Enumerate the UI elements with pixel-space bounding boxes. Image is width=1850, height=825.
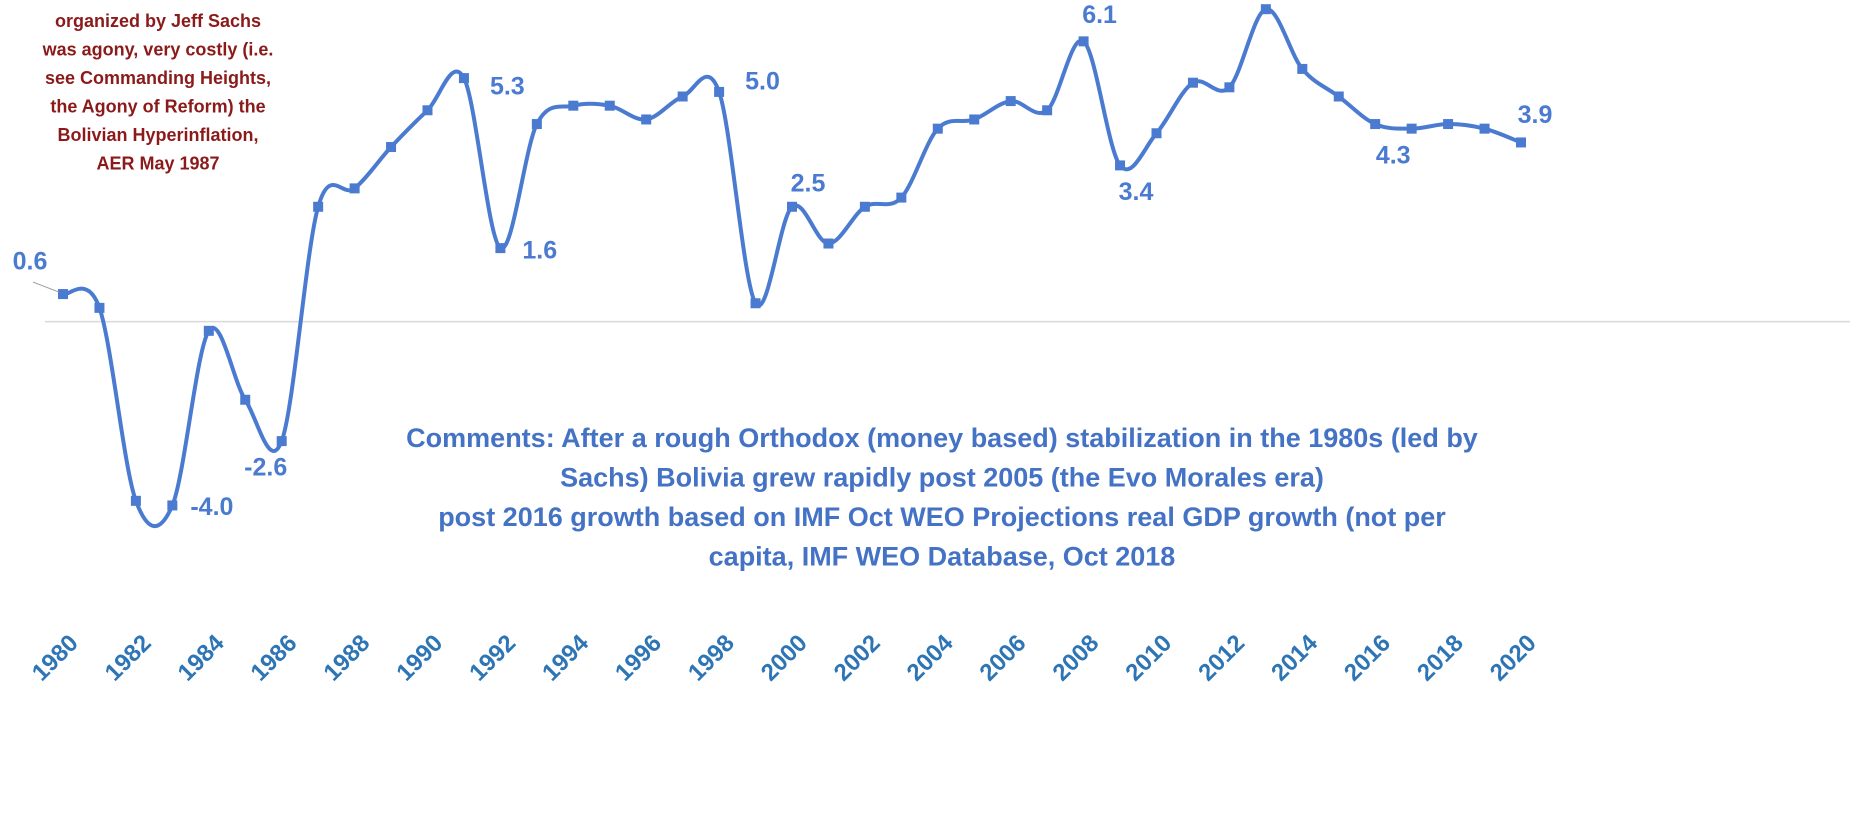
point-marker (240, 394, 251, 405)
point-marker (859, 201, 870, 212)
point-marker (58, 289, 68, 300)
series-line (62, 7, 1522, 529)
data-label: 3.4 (1119, 178, 1154, 206)
point-marker (677, 91, 688, 102)
annotation: organized by Jeff Sachs (55, 11, 261, 31)
point-marker (604, 100, 615, 111)
point-marker (714, 86, 725, 97)
x-tick-label: 2018 (1412, 630, 1469, 687)
point-marker (932, 123, 943, 134)
x-tick-label: 2014 (1266, 629, 1323, 686)
point-marker (1224, 82, 1235, 93)
point-marker (422, 105, 433, 116)
x-tick-label: 2010 (1120, 630, 1177, 687)
point-marker (130, 495, 141, 506)
leader-line (32, 281, 60, 293)
comment: capita, IMF WEO Database, Oct 2018 (709, 542, 1176, 572)
comment: post 2016 growth based on IMF Oct WEO Pr… (438, 502, 1446, 532)
point-marker (1151, 128, 1162, 139)
point-marker (203, 325, 214, 336)
point-marker (386, 142, 397, 153)
x-tick-label: 1992 (464, 630, 521, 687)
data-label: 0.6 (13, 248, 48, 276)
x-tick-label: 1986 (246, 630, 303, 687)
point-marker (641, 114, 652, 125)
x-tick-label: 1994 (537, 629, 594, 686)
x-tick-label: 1982 (100, 630, 157, 687)
annotation: Bolivian Hyperinflation, (57, 125, 258, 145)
point-marker (1406, 123, 1417, 134)
annotation: see Commanding Heights, (45, 68, 271, 88)
point-marker (1370, 119, 1381, 130)
point-marker (313, 201, 324, 212)
x-tick-label: 2004 (902, 629, 959, 686)
x-tick-label: 1990 (391, 630, 448, 687)
x-tick-label: 1996 (610, 630, 667, 687)
data-label: 1.6 (522, 237, 557, 265)
point-marker (1260, 4, 1271, 15)
point-marker (276, 436, 287, 447)
point-marker (823, 238, 834, 249)
point-marker (787, 201, 797, 212)
data-label: 2.5 (791, 169, 826, 197)
point-marker (1297, 63, 1308, 74)
x-tick-label: 2000 (756, 630, 813, 687)
data-label: -4.0 (190, 493, 233, 521)
data-label: -2.6 (244, 454, 287, 482)
x-tick-label: 2016 (1339, 630, 1396, 687)
data-label: 5.3 (490, 73, 525, 101)
x-tick-label: 1988 (318, 630, 375, 687)
comment: Sachs) Bolivia grew rapidly post 2005 (t… (560, 463, 1324, 493)
point-marker (1187, 77, 1198, 88)
annotation: was agony, very costly (i.e. (42, 39, 274, 59)
x-tick-label: 2008 (1047, 630, 1104, 687)
point-marker (1078, 36, 1089, 47)
point-marker (896, 192, 907, 203)
point-marker (1115, 160, 1126, 171)
annotation: AER May 1987 (96, 153, 219, 173)
point-marker (458, 73, 469, 84)
point-marker (1042, 105, 1053, 116)
x-tick-label: 2020 (1485, 630, 1542, 687)
x-tick-label: 1984 (173, 629, 230, 686)
point-marker (531, 119, 542, 130)
point-marker (1516, 137, 1526, 148)
comment: Comments: After a rough Orthodox (money … (406, 423, 1478, 453)
point-marker (349, 183, 360, 194)
data-label: 5.0 (745, 68, 780, 96)
x-tick-label: 2012 (1193, 630, 1250, 687)
point-marker (750, 298, 761, 309)
point-marker (167, 500, 178, 511)
point-marker (495, 243, 506, 254)
x-tick-label: 2002 (829, 630, 886, 687)
point-marker (969, 114, 980, 125)
annotation: the Agony of Reform) the (50, 96, 265, 116)
x-tick-label: 1980 (27, 630, 84, 687)
point-marker (1443, 119, 1454, 130)
point-marker (94, 302, 105, 313)
x-tick-label: 2006 (975, 630, 1032, 687)
point-marker (1005, 96, 1016, 107)
data-label: 4.3 (1376, 142, 1411, 170)
x-tick-label: 1998 (683, 630, 740, 687)
point-marker (1479, 123, 1490, 134)
point-marker (1333, 91, 1344, 102)
point-marker (568, 100, 579, 111)
data-label: 6.1 (1082, 1, 1117, 29)
data-label: 3.9 (1518, 101, 1553, 129)
